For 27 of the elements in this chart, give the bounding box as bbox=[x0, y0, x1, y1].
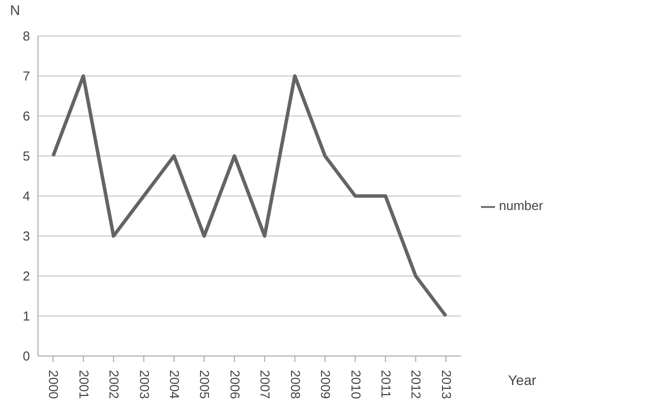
y-tick-label: 7 bbox=[22, 68, 30, 84]
y-axis-title: N bbox=[10, 2, 20, 18]
x-tick-label: 2001 bbox=[76, 370, 92, 399]
y-tick-label: 6 bbox=[22, 108, 30, 124]
x-tick-label: 2008 bbox=[288, 370, 303, 399]
x-tick-label: 2011 bbox=[378, 370, 394, 398]
x-tick-label: 2003 bbox=[136, 370, 152, 399]
line-series bbox=[51, 74, 448, 318]
x-tick-label: 2013 bbox=[438, 370, 454, 399]
x-tick-label: 2005 bbox=[197, 370, 212, 399]
y-tick-label: 0 bbox=[22, 348, 30, 364]
x-tick-label: 2012 bbox=[408, 370, 424, 399]
x-axis-title: Year bbox=[508, 372, 536, 388]
x-tick-label: 2002 bbox=[106, 370, 122, 399]
x-tick-label: 2009 bbox=[318, 370, 334, 399]
legend-label: number bbox=[499, 198, 544, 214]
y-tick-label: 8 bbox=[22, 28, 30, 44]
x-tick-label: 2004 bbox=[166, 370, 182, 399]
y-tick-label: 1 bbox=[22, 308, 30, 324]
y-tick-label: 3 bbox=[22, 228, 30, 244]
x-tick-label: 2007 bbox=[258, 370, 273, 399]
x-tick-label: 2006 bbox=[227, 370, 242, 399]
y-tick-label: 2 bbox=[22, 268, 30, 284]
y-tick-label: 5 bbox=[22, 148, 30, 164]
x-tick-label: 2000 bbox=[46, 370, 62, 399]
x-tick-label: 2010 bbox=[348, 370, 364, 399]
y-tick-label: 4 bbox=[22, 188, 30, 204]
